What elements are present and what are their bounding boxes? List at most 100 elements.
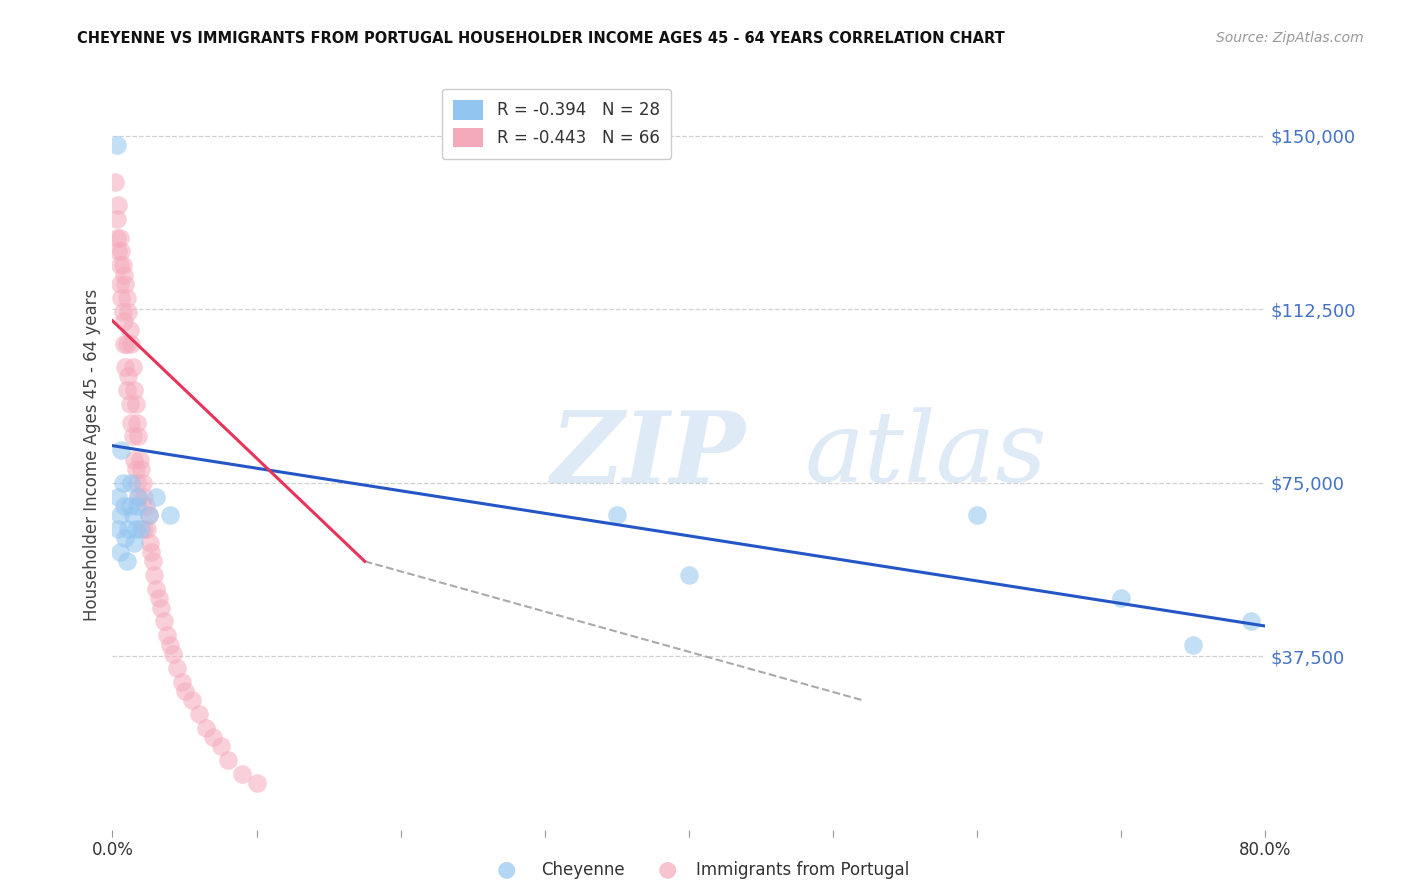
Point bbox=[678, 568, 700, 582]
Point bbox=[115, 291, 138, 305]
Point bbox=[110, 443, 132, 458]
Point bbox=[120, 416, 142, 430]
Point bbox=[115, 337, 138, 351]
Point bbox=[108, 277, 131, 291]
Point bbox=[606, 508, 628, 522]
Point bbox=[105, 230, 128, 244]
Point bbox=[114, 531, 136, 545]
Point bbox=[246, 776, 269, 790]
Point bbox=[118, 499, 141, 513]
Point bbox=[117, 522, 139, 536]
Text: Source: ZipAtlas.com: Source: ZipAtlas.com bbox=[1216, 31, 1364, 45]
Point bbox=[127, 429, 149, 443]
Point bbox=[111, 258, 134, 272]
Point bbox=[188, 706, 211, 721]
Point bbox=[125, 499, 148, 513]
Point bbox=[159, 638, 181, 652]
Point bbox=[159, 508, 181, 522]
Point bbox=[120, 337, 142, 351]
Point bbox=[104, 175, 127, 189]
Text: ●: ● bbox=[658, 860, 678, 880]
Point bbox=[110, 291, 132, 305]
Point bbox=[156, 628, 179, 642]
Point bbox=[148, 591, 170, 606]
Point bbox=[166, 661, 188, 675]
Text: Immigrants from Portugal: Immigrants from Portugal bbox=[696, 861, 910, 879]
Text: ●: ● bbox=[496, 860, 516, 880]
Point bbox=[124, 462, 146, 476]
Point bbox=[118, 397, 141, 411]
Point bbox=[1240, 615, 1263, 629]
Point bbox=[202, 730, 225, 744]
Point bbox=[107, 522, 129, 536]
Text: ZIP: ZIP bbox=[551, 407, 745, 503]
Point bbox=[111, 475, 134, 490]
Point bbox=[127, 490, 149, 504]
Point bbox=[1111, 591, 1133, 606]
Point bbox=[129, 462, 153, 476]
Point bbox=[124, 397, 146, 411]
Point bbox=[209, 739, 232, 754]
Text: CHEYENNE VS IMMIGRANTS FROM PORTUGAL HOUSEHOLDER INCOME AGES 45 - 64 YEARS CORRE: CHEYENNE VS IMMIGRANTS FROM PORTUGAL HOU… bbox=[77, 31, 1005, 46]
Y-axis label: Householder Income Ages 45 - 64 years: Householder Income Ages 45 - 64 years bbox=[83, 289, 101, 621]
Point bbox=[107, 490, 129, 504]
Point bbox=[150, 600, 173, 615]
Point bbox=[128, 452, 150, 467]
Point bbox=[180, 693, 202, 707]
Point bbox=[143, 568, 166, 582]
Point bbox=[135, 499, 157, 513]
Point bbox=[108, 545, 131, 559]
Point bbox=[108, 508, 131, 522]
Point bbox=[105, 212, 128, 227]
Point bbox=[110, 244, 132, 259]
Point bbox=[139, 536, 162, 550]
Point bbox=[231, 767, 253, 781]
Point bbox=[138, 508, 160, 522]
Point bbox=[217, 753, 239, 767]
Point bbox=[108, 258, 131, 272]
Point bbox=[136, 522, 159, 536]
Point bbox=[107, 244, 129, 259]
Point bbox=[125, 416, 148, 430]
Point bbox=[112, 268, 135, 282]
Point bbox=[1182, 638, 1205, 652]
Point bbox=[107, 198, 129, 212]
Point bbox=[122, 383, 145, 397]
Point bbox=[138, 508, 160, 522]
Point bbox=[966, 508, 988, 522]
Point bbox=[145, 582, 167, 596]
Point bbox=[153, 615, 176, 629]
Point bbox=[121, 508, 143, 522]
Point bbox=[195, 721, 218, 735]
Point bbox=[115, 383, 138, 397]
Point bbox=[122, 452, 145, 467]
Point bbox=[122, 536, 145, 550]
Text: Cheyenne: Cheyenne bbox=[541, 861, 624, 879]
Point bbox=[134, 490, 156, 504]
Text: atlas: atlas bbox=[804, 408, 1047, 502]
Point bbox=[142, 554, 165, 568]
Point bbox=[112, 314, 135, 328]
Point bbox=[120, 475, 142, 490]
Point bbox=[118, 323, 141, 337]
Point bbox=[114, 359, 136, 374]
Point bbox=[115, 554, 138, 568]
Point bbox=[117, 369, 139, 384]
Point bbox=[121, 359, 143, 374]
Point bbox=[129, 522, 153, 536]
Point bbox=[134, 522, 156, 536]
Point bbox=[114, 277, 136, 291]
Point bbox=[121, 429, 143, 443]
Point bbox=[111, 304, 134, 318]
Point bbox=[112, 499, 135, 513]
Point bbox=[162, 647, 184, 661]
Point bbox=[124, 522, 146, 536]
Point bbox=[173, 683, 195, 698]
Point bbox=[127, 490, 149, 504]
Point bbox=[125, 475, 148, 490]
Point bbox=[145, 490, 167, 504]
Point bbox=[132, 475, 155, 490]
Point bbox=[108, 230, 131, 244]
Point bbox=[117, 304, 139, 318]
Point bbox=[141, 545, 163, 559]
